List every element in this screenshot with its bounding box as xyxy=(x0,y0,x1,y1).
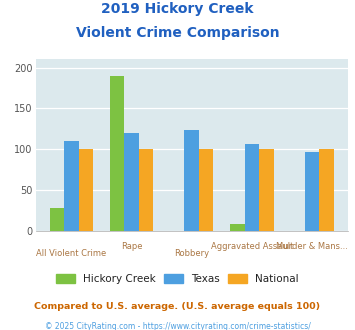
Bar xyxy=(230,224,245,231)
Bar xyxy=(199,149,213,231)
Text: Aggravated Assault: Aggravated Assault xyxy=(211,243,293,251)
Text: Murder & Mans...: Murder & Mans... xyxy=(276,243,348,251)
Bar xyxy=(110,76,124,231)
Bar xyxy=(124,133,139,231)
Bar xyxy=(305,152,319,231)
Text: Rape: Rape xyxy=(121,243,142,251)
Bar xyxy=(78,149,93,231)
Bar xyxy=(50,208,64,231)
Text: Violent Crime Comparison: Violent Crime Comparison xyxy=(76,26,279,40)
Bar xyxy=(245,145,259,231)
Text: Compared to U.S. average. (U.S. average equals 100): Compared to U.S. average. (U.S. average … xyxy=(34,302,321,311)
Text: © 2025 CityRating.com - https://www.cityrating.com/crime-statistics/: © 2025 CityRating.com - https://www.city… xyxy=(45,322,310,330)
Bar xyxy=(64,141,78,231)
Bar xyxy=(185,130,199,231)
Text: All Violent Crime: All Violent Crime xyxy=(36,249,106,258)
Bar xyxy=(319,149,334,231)
Text: 2019 Hickory Creek: 2019 Hickory Creek xyxy=(101,2,254,16)
Bar xyxy=(259,149,274,231)
Text: Robbery: Robbery xyxy=(174,249,209,258)
Bar xyxy=(139,149,153,231)
Legend: Hickory Creek, Texas, National: Hickory Creek, Texas, National xyxy=(53,271,302,287)
